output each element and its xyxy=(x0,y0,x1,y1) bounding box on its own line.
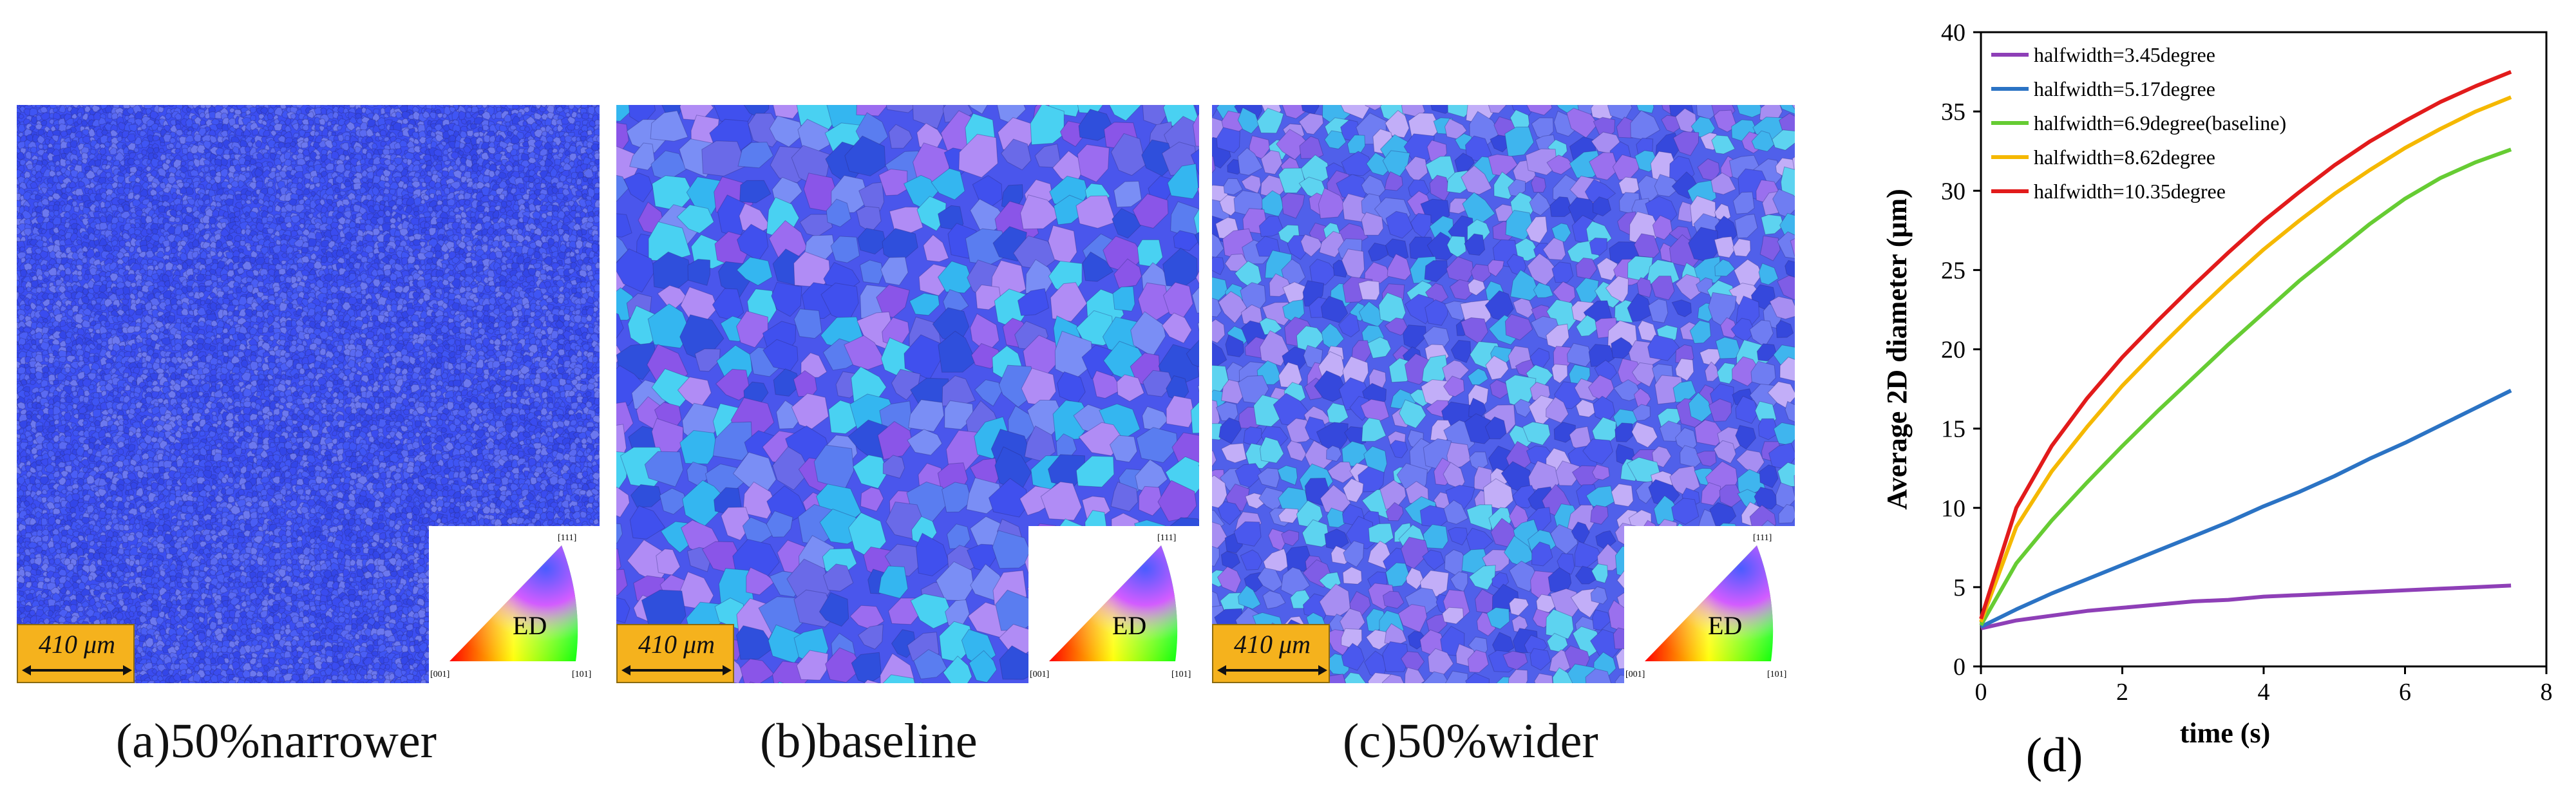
y-tick-label: 30 xyxy=(1941,178,1965,205)
series-line-2 xyxy=(1980,388,2512,629)
y-tick-label: 15 xyxy=(1941,416,1965,443)
series-line-4 xyxy=(1979,95,2512,623)
legend-label-2: halfwidth=5.17degree xyxy=(2034,77,2215,100)
ipf-color-key: [111] [001] [101] ED xyxy=(429,526,600,683)
ipf-label-ed: ED xyxy=(1112,611,1146,640)
panel-label-d: (d) xyxy=(2026,728,2083,782)
scale-bar: 410 μm xyxy=(616,624,734,683)
y-tick-label: 40 xyxy=(1941,19,1965,46)
y-tick-label: 10 xyxy=(1941,495,1965,522)
ipf-label-101: [101] xyxy=(1171,670,1191,679)
series-line-1 xyxy=(1980,583,2512,630)
legend-label-4: halfwidth=8.62degree xyxy=(2034,146,2215,169)
ipf-color-key: [111] [001] [101] ED xyxy=(1624,526,1795,683)
x-axis-label: time (s) xyxy=(2180,717,2271,749)
y-tick-label: 25 xyxy=(1941,257,1965,284)
ipf-label-001: [001] xyxy=(430,670,450,679)
scale-bar: 410 μm xyxy=(17,624,135,683)
series-line-5 xyxy=(1979,70,2512,620)
ipf-label-ed: ED xyxy=(513,611,547,640)
series-line-3 xyxy=(1979,147,2512,627)
x-tick-label: 8 xyxy=(2541,679,2553,706)
legend-label-5: halfwidth=10.35degree xyxy=(2034,180,2226,203)
y-axis-label: Average 2D diameter (μm) xyxy=(1881,189,1913,510)
x-tick-label: 0 xyxy=(1975,679,1987,706)
scale-bar-label: 410 μm xyxy=(638,630,715,659)
grain-size-line-chart: 0 5 10 15 20 25 30 35 40 0 2 4 6 8 time (s) Average 2D … xyxy=(1881,19,2553,782)
scale-bar-label: 410 μm xyxy=(39,630,115,659)
ebsd-map-image xyxy=(1212,105,1795,683)
ipf-label-111: [111] xyxy=(1753,533,1772,543)
y-tick-label: 0 xyxy=(1953,654,1965,681)
legend-label-1: halfwidth=3.45degree xyxy=(2034,43,2215,66)
ipf-label-101: [101] xyxy=(572,670,591,679)
x-tick-label: 4 xyxy=(2258,679,2270,706)
x-tick-label: 6 xyxy=(2399,679,2411,706)
ipf-label-ed: ED xyxy=(1708,611,1742,640)
y-tick-label: 5 xyxy=(1953,574,1965,601)
caption-a: (a)50%narrower xyxy=(116,714,437,768)
ipf-label-001: [001] xyxy=(1625,670,1645,679)
orientation-map-narrower: 410 μm [111] [001] [101] ED xyxy=(17,105,600,683)
y-tick-label: 20 xyxy=(1941,337,1965,364)
legend-label-3: halfwidth=6.9degree(baseline) xyxy=(2034,111,2286,135)
caption-c: (c)50%wider xyxy=(1343,714,1598,768)
ipf-color-key: [111] [001] [101] ED xyxy=(1028,526,1199,683)
scale-bar: 410 μm xyxy=(1212,624,1330,683)
scale-bar-label: 410 μm xyxy=(1234,630,1311,659)
orientation-map-wider: 410 μm [111] [001] [101] ED xyxy=(1212,105,1795,683)
x-tick-label: 2 xyxy=(2116,679,2128,706)
caption-b: (b)baseline xyxy=(760,714,978,768)
ipf-label-101: [101] xyxy=(1767,670,1786,679)
ipf-label-111: [111] xyxy=(558,533,576,543)
ipf-label-111: [111] xyxy=(1157,533,1176,543)
orientation-map-baseline: 410 μm [111] [001] [101] ED xyxy=(616,105,1199,683)
y-tick-label: 35 xyxy=(1941,99,1965,126)
ipf-label-001: [001] xyxy=(1030,670,1049,679)
